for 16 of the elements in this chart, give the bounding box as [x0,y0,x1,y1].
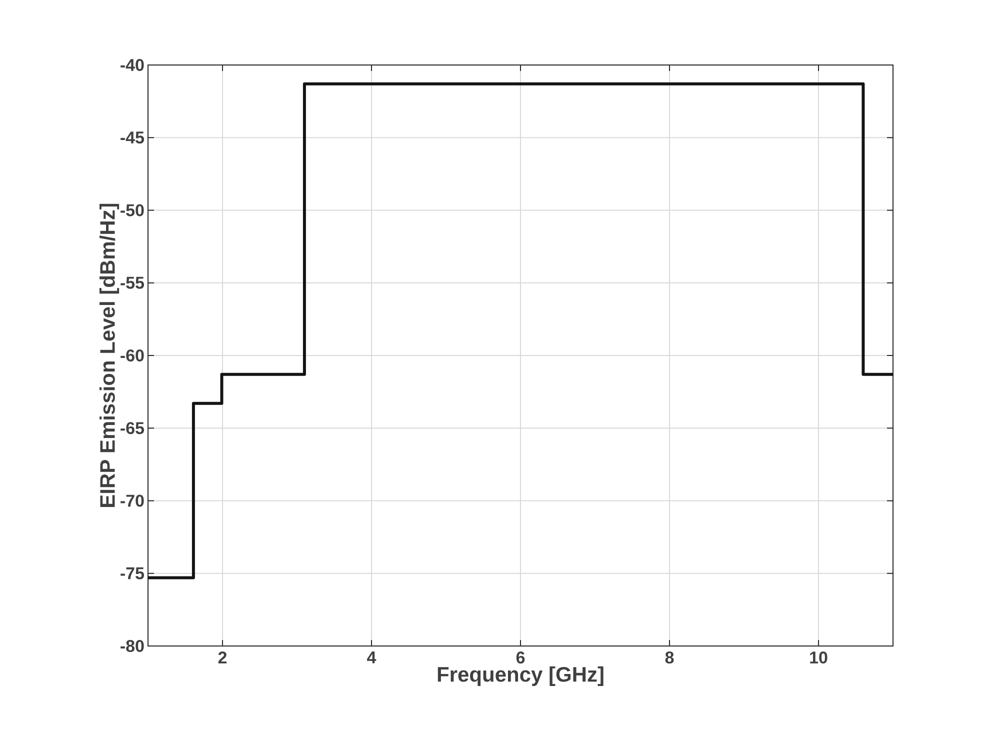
y-tick-label: -50 [120,204,144,216]
y-tick-label: -45 [120,132,144,144]
x-tick-label: 8 [665,652,674,664]
y-tick-label: -40 [120,58,144,72]
y-tick-label: -55 [120,276,144,289]
y-axis-title: EIRP Emission Level [dBm/Hz] [100,204,120,507]
x-axis-title: Frequency [GHz] [438,666,604,686]
y-tick-label: -65 [120,422,144,434]
y-tick-label: -60 [120,349,144,362]
y-tick-label: -70 [120,494,144,507]
y-tick-label: -75 [120,567,144,580]
x-tick-label: 10 [810,652,828,664]
x-tick-label: 6 [516,652,525,664]
x-tick-label: 4 [367,652,376,664]
x-tick-label: 2 [218,652,227,664]
y-tick-label: -80 [120,640,144,652]
